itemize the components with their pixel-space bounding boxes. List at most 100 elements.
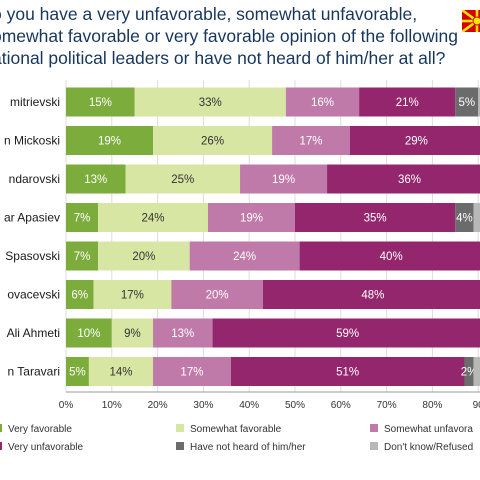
bar-segment-somewhat-unfavorable [153,357,231,386]
data-label: 7% [74,213,91,225]
title-line-2: omewhat favorable or very favorable opin… [0,26,458,46]
bar-segment-dont-know [473,203,480,232]
category-label: n Taravari [8,365,60,379]
x-tick-label: 60% [331,400,351,411]
data-label: 35% [364,213,387,225]
bar-segment-very-unfavorable [295,203,456,232]
data-label: 40% [380,251,403,263]
bar-segment-very-favorable [66,203,99,232]
data-label: 29% [405,136,428,148]
bar-segment-somewhat-favorable [98,241,190,271]
bar-segment-not-heard [455,203,474,232]
x-tick-label: 50% [285,400,305,411]
category-label: Ali Ahmeti [7,326,60,340]
data-label: 24% [233,251,256,263]
data-label: 4% [456,213,473,225]
category-label: Spasovski [5,249,60,263]
data-label: 59% [336,328,359,340]
bar-segment-very-favorable [66,318,112,348]
data-label: 5% [69,367,86,379]
x-tick-label: 20% [148,400,168,411]
bar-segment-somewhat-favorable [153,126,273,155]
category-label: ar Apasiev [4,211,60,225]
bar-segment-somewhat-unfavorable [285,87,360,117]
bar-segment-somewhat-unfavorable [207,203,295,232]
x-axis-ticks: 0% 10% 20% 30% 40% 50% 60% 70% 80% 90 [59,400,480,411]
legend-swatch [0,442,2,450]
legend-label: Have not heard of him/her [190,442,306,453]
data-label: 21% [396,97,419,109]
data-label: 48% [361,290,384,302]
bar-segment-very-unfavorable [349,126,480,155]
data-label: 5% [458,97,475,109]
data-label: 19% [272,174,295,186]
bar-segment-somewhat-favorable [93,280,172,309]
data-label: 13% [84,174,107,186]
data-label: 20% [206,290,229,302]
data-label: 19% [98,136,121,148]
bar-segment-not-heard [455,87,479,117]
legend-swatch [176,424,184,432]
bar-segment-very-unfavorable [299,241,480,271]
bar-segment-very-unfavorable [359,87,456,117]
bar-segment-very-unfavorable [230,357,465,386]
x-tick-label: 80% [422,400,442,411]
chart-title: o you have a very unfavorable, somewhat … [0,0,480,74]
bar-segment-very-unfavorable [327,164,480,194]
legend: Very favorable Somewhat favorable Somewhat… [0,424,473,453]
data-label: 20% [132,251,155,263]
bar-segment-somewhat-unfavorable [171,280,263,309]
legend-label: Very favorable [8,424,72,435]
legend-label: Don't know/Refused [384,442,473,453]
legend-label: Somewhat favorable [190,424,282,435]
data-label: 51% [336,367,359,379]
data-label: 10% [77,328,100,340]
data-label: 19% [240,213,263,225]
data-label: 36% [398,174,421,186]
data-label: 7% [74,251,91,263]
bar-segment-very-favorable [66,87,135,117]
data-label: 15% [89,97,112,109]
data-label: 9% [124,328,141,340]
bar-segment-somewhat-unfavorable [272,126,350,155]
bar-segment-dont-know [478,87,480,117]
bar-segment-very-favorable [66,164,126,194]
bar-segment-somewhat-favorable [88,357,154,386]
category-label: ovacevski [7,288,60,302]
bar-segment-somewhat-unfavorable [189,241,300,271]
data-label: 14% [109,367,132,379]
data-label: 17% [180,367,203,379]
data-label: 16% [311,97,334,109]
data-label: 33% [199,97,222,109]
bar-segment-not-heard [464,357,474,386]
data-label: 17% [121,290,144,302]
bar-segment-very-unfavorable [212,318,480,348]
x-tick-label: 70% [377,400,397,411]
x-tick-label: 90 [473,400,480,411]
x-tick-label: 10% [102,400,122,411]
data-label: 2% [461,367,478,379]
x-tick-label: 0% [59,400,74,411]
macedonia-flag-icon [462,10,480,32]
legend-swatch [370,424,378,432]
legend-swatch [0,424,2,432]
data-label: 6% [71,290,88,302]
bar-segment-somewhat-favorable [134,87,286,117]
title-line-1: o you have a very unfavorable, somewhat … [0,4,418,24]
stacked-bar-chart: 15% 33% 16% 21% 5% 19% 26% 17% 29% 13% 25% 19% 36% 7%… [0,80,480,453]
category-label: n Mickoski [4,134,60,148]
legend-swatch [176,442,184,450]
legend-swatch [370,442,378,450]
legend-label: Somewhat unfavora [384,424,473,435]
bar-segment-dont-know [473,357,480,386]
bar-segment-somewhat-favorable [98,203,208,232]
category-label: mitrievski [10,95,60,109]
bars-layer: 15% 33% 16% 21% 5% 19% 26% 17% 29% 13% 25% 19% 36% 7%… [66,87,480,386]
bar-segment-somewhat-favorable [125,164,241,194]
data-label: 24% [142,213,165,225]
data-label: 13% [171,328,194,340]
legend-label: Very unfavorable [8,442,83,453]
bar-segment-very-unfavorable [262,280,480,309]
data-label: 25% [171,174,194,186]
bar-segment-very-favorable [66,280,94,309]
